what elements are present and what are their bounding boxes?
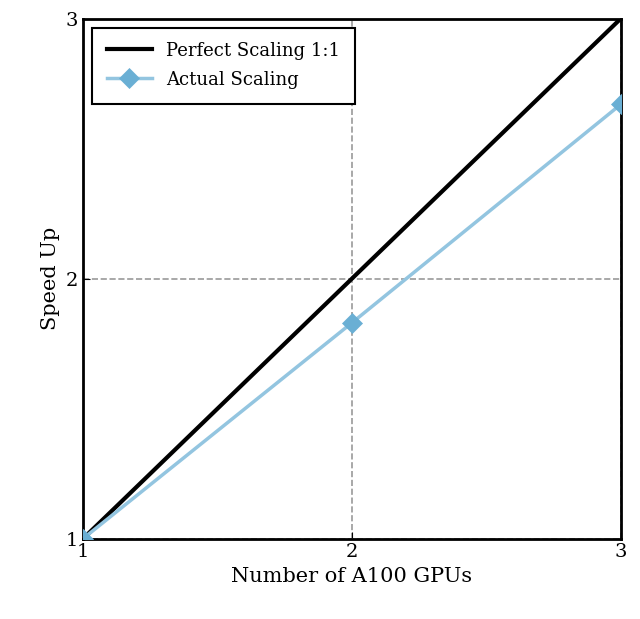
Y-axis label: Speed Up: Speed Up	[42, 227, 60, 330]
Actual Scaling	[348, 319, 356, 326]
Actual Scaling	[617, 101, 625, 108]
Legend: Perfect Scaling 1:1, Actual Scaling: Perfect Scaling 1:1, Actual Scaling	[92, 28, 355, 104]
Actual Scaling	[79, 535, 87, 542]
X-axis label: Number of A100 GPUs: Number of A100 GPUs	[232, 567, 472, 586]
Line: Actual Scaling: Actual Scaling	[76, 97, 628, 545]
